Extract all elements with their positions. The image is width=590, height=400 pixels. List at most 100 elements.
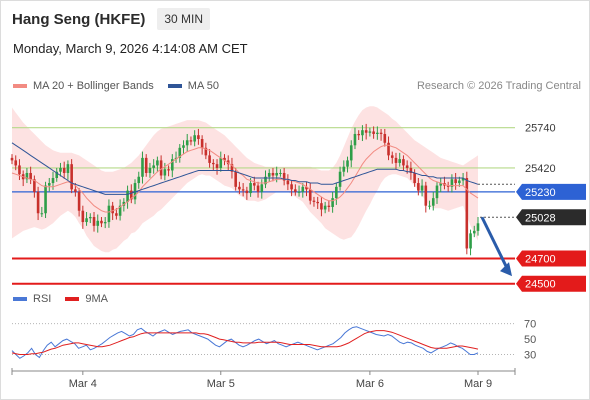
- candle-body: [204, 147, 208, 156]
- candle-body: [81, 210, 85, 223]
- candle-body: [279, 172, 282, 174]
- candle-body: [200, 139, 204, 148]
- candle-body: [342, 166, 346, 172]
- legend-item-rsi: RSI: [13, 293, 51, 305]
- price-legend: MA 20 + Bollinger Bands MA 50: [13, 80, 233, 92]
- candle-body: [387, 142, 390, 156]
- x-tick-label: Mar 9: [464, 378, 492, 390]
- candle-body: [33, 179, 36, 192]
- rsi-legend: RSI 9MA: [13, 293, 122, 305]
- forecast-arrow-shaft: [480, 216, 510, 271]
- candle-body: [44, 185, 47, 214]
- level-tag-bg-24500: [516, 275, 586, 292]
- candles: [10, 123, 480, 256]
- candle-body: [115, 213, 118, 216]
- bollinger-band-area: [12, 106, 478, 253]
- candle-body: [126, 190, 129, 202]
- candle-body: [47, 183, 51, 186]
- candle-body: [141, 157, 144, 177]
- candle-body: [100, 220, 103, 224]
- candle-body: [215, 164, 219, 168]
- candle-body: [458, 180, 461, 184]
- candle-body: [301, 186, 305, 192]
- candle-body: [29, 172, 32, 180]
- timestamp: Monday, March 9, 2026 4:14:08 AM CET: [13, 41, 248, 56]
- candle-body: [144, 157, 148, 173]
- candle-body: [256, 185, 260, 192]
- x-tick-label: Mar 6: [356, 378, 384, 390]
- candle-body: [282, 172, 286, 181]
- candle-body: [379, 132, 383, 134]
- candle-body: [428, 205, 431, 207]
- legend-item-ma50: MA 50: [167, 80, 219, 92]
- candle-body: [275, 172, 278, 176]
- copyright-text: Research © 2026 Trading Central: [416, 80, 581, 92]
- candle-body: [111, 205, 114, 214]
- candle-body: [286, 180, 290, 185]
- candle-body: [77, 191, 81, 211]
- x-tick-label: Mar 4: [69, 378, 97, 390]
- level-tag-bg-25028: [516, 209, 586, 226]
- candle-body: [62, 167, 66, 173]
- candle-body: [230, 164, 234, 172]
- legend-label-rsi: RSI: [33, 293, 52, 305]
- legend-label-ma20: MA 20 + Bollinger Bands: [33, 80, 154, 92]
- ma20-line: [11, 144, 479, 213]
- interval-badge[interactable]: 30 MIN: [157, 8, 211, 30]
- level-tag-bg-24700: [516, 250, 586, 267]
- candle-body: [349, 145, 353, 161]
- candle-body: [212, 162, 215, 165]
- candle-body: [331, 198, 334, 207]
- candle-body: [323, 205, 327, 210]
- rsi-tick-70: 70: [524, 319, 536, 331]
- legend-swatch-rsi: [13, 297, 27, 301]
- candle-body: [137, 176, 141, 184]
- candle-body: [193, 135, 196, 142]
- candle-body: [241, 189, 245, 191]
- candle-body: [346, 160, 349, 167]
- candle-body: [361, 130, 364, 136]
- candle-body: [394, 157, 398, 163]
- legend-swatch-9ma: [65, 297, 80, 301]
- candle-body: [335, 186, 338, 199]
- candle-body: [118, 205, 122, 216]
- candle-body: [234, 171, 237, 187]
- candle-body: [219, 157, 223, 168]
- legend-label-ma50: MA 50: [187, 80, 219, 92]
- candle-body: [465, 178, 469, 249]
- candle-body: [70, 164, 73, 190]
- candle-body: [253, 183, 256, 186]
- level-label-25028: 25028: [525, 212, 556, 224]
- candle-body: [450, 179, 454, 187]
- candle-body: [185, 140, 189, 146]
- candle-body: [267, 172, 271, 177]
- candle-body: [208, 155, 211, 163]
- candle-body: [290, 184, 293, 190]
- candle-body: [469, 233, 472, 249]
- candle-body: [264, 176, 267, 185]
- candle-body: [92, 217, 96, 226]
- candle-body: [226, 160, 230, 165]
- candle-body: [223, 157, 226, 161]
- candle-body: [18, 165, 21, 175]
- candle-body: [238, 186, 241, 190]
- candle-body: [476, 223, 480, 231]
- candle-body: [461, 178, 465, 181]
- rsi-series-rsi: [11, 326, 479, 359]
- candle-body: [88, 217, 92, 219]
- chart-header: Hang Seng (HKFE) 30 MIN: [12, 8, 211, 30]
- candle-body: [159, 160, 163, 176]
- candle-body: [357, 133, 361, 136]
- level-label-24500: 24500: [525, 279, 556, 291]
- x-tick-label: Mar 5: [207, 378, 235, 390]
- candle-body: [36, 191, 40, 214]
- level-label-25230: 25230: [525, 187, 556, 199]
- legend-label-9ma: 9MA: [85, 293, 108, 305]
- candle-body: [55, 171, 59, 179]
- candle-body: [197, 135, 200, 140]
- rsi-series-9ma: [11, 330, 479, 355]
- level-label-25740: 25740: [525, 123, 556, 135]
- instrument-title: Hang Seng (HKFE): [12, 10, 146, 28]
- rsi-tick-50: 50: [524, 334, 536, 346]
- candle-body: [107, 205, 111, 223]
